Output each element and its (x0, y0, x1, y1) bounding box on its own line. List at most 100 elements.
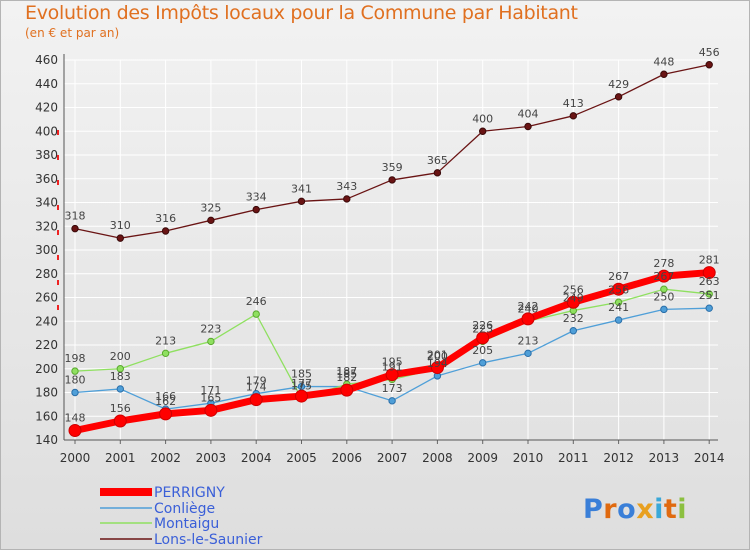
data-point-conli-ge (71, 388, 79, 397)
x-tick-label: 2009 (467, 451, 498, 465)
x-tick-label: 2008 (422, 451, 453, 465)
data-label-conli-ge: 213 (518, 334, 539, 347)
y-tick-label: 380 (35, 148, 58, 162)
proxiti-logo: Proxiti (583, 494, 687, 525)
data-point-perrigny (657, 269, 671, 283)
data-label-lons-le-saunier: 316 (155, 212, 176, 225)
data-point-conli-ge (116, 385, 125, 393)
data-label-montaigu: 200 (427, 350, 448, 363)
data-label-lons-le-saunier: 404 (518, 108, 539, 121)
data-point-montaigu (660, 285, 668, 293)
data-label-lons-le-saunier: 318 (65, 210, 86, 223)
x-tick-label: 2013 (649, 451, 680, 465)
data-point-lons-le-saunier (524, 122, 532, 131)
data-label-lons-le-saunier: 343 (336, 180, 357, 193)
data-point-lons-le-saunier (705, 61, 713, 69)
data-point-perrigny (340, 383, 354, 397)
chart-title: Evolution des Impôts locaux pour la Comm… (25, 2, 578, 24)
data-label-perrigny: 256 (563, 283, 584, 296)
data-point-montaigu (116, 365, 125, 373)
data-label-lons-le-saunier: 456 (699, 46, 720, 59)
data-label-montaigu: 256 (608, 283, 629, 296)
y-tick-label: 280 (35, 267, 58, 281)
x-tick-label: 2014 (694, 451, 725, 465)
data-label-lons-le-saunier: 359 (382, 161, 403, 174)
data-point-lons-le-saunier (660, 70, 668, 78)
x-tick-label: 2012 (603, 451, 634, 465)
data-label-conli-ge: 173 (382, 382, 403, 395)
data-label-conli-ge: 185 (336, 368, 357, 381)
data-point-lons-le-saunier (116, 234, 125, 242)
data-label-conli-ge: 232 (563, 312, 584, 325)
data-point-perrigny (702, 266, 716, 280)
data-point-lons-le-saunier (207, 216, 215, 225)
data-label-conli-ge: 251 (699, 289, 720, 302)
x-tick-label: 2002 (150, 451, 181, 465)
data-label-conli-ge: 180 (65, 374, 86, 387)
data-point-conli-ge (660, 305, 668, 314)
data-label-montaigu: 263 (699, 275, 720, 288)
data-point-lons-le-saunier (569, 112, 577, 120)
y-tick-label: 160 (35, 409, 58, 423)
y-tick-label: 420 (35, 101, 58, 115)
data-point-perrigny (430, 361, 444, 375)
data-point-perrigny (159, 407, 173, 421)
data-label-conli-ge: 250 (653, 290, 674, 303)
data-point-perrigny (521, 312, 535, 326)
x-tick-label: 2011 (558, 451, 589, 465)
data-labels: 318 310 316 325 334 341 343 359 365 400 404 413 429 4… (65, 46, 720, 425)
data-label-montaigu: 200 (110, 350, 131, 363)
data-point-conli-ge (705, 304, 713, 312)
data-label-conli-ge: 166 (155, 390, 176, 403)
axes: 140 160 180 200 220 240 260 280 300 320 340 360 380 4… (35, 53, 724, 465)
data-label-lons-le-saunier: 325 (200, 201, 221, 214)
data-label-lons-le-saunier: 413 (563, 97, 584, 110)
data-label-perrigny: 165 (200, 391, 221, 404)
data-point-perrigny (385, 368, 399, 382)
y-tick-label: 440 (35, 77, 58, 91)
x-tick-label: 2006 (332, 451, 363, 465)
x-tick-label: 2007 (377, 451, 408, 465)
data-label-perrigny: 156 (110, 402, 131, 415)
y-tick-label: 400 (35, 124, 58, 138)
y-tick-label: 220 (35, 338, 58, 352)
data-point-perrigny (566, 295, 580, 309)
data-label-perrigny: 195 (382, 356, 403, 369)
y-tick-label: 200 (35, 362, 58, 376)
data-point-perrigny (612, 282, 626, 296)
data-point-perrigny (204, 403, 218, 417)
data-point-perrigny (476, 331, 490, 345)
x-tick-label: 2003 (196, 451, 227, 465)
data-label-montaigu: 267 (653, 270, 674, 283)
data-label-conli-ge: 185 (291, 368, 312, 381)
y-tick-label: 300 (35, 243, 58, 257)
data-label-perrigny: 162 (155, 395, 176, 408)
y-tick-label: 240 (35, 314, 58, 328)
data-point-montaigu (614, 298, 623, 306)
x-tick-label: 2005 (286, 451, 317, 465)
data-point-conli-ge (524, 349, 532, 358)
data-label-lons-le-saunier: 310 (110, 219, 131, 232)
data-point-lons-le-saunier (343, 195, 351, 203)
data-point-lons-le-saunier (433, 169, 442, 177)
data-point-perrigny (249, 393, 263, 407)
x-tick-label: 2000 (60, 451, 91, 465)
data-label-perrigny: 177 (291, 377, 312, 390)
series-group (68, 61, 716, 437)
data-point-perrigny (295, 389, 308, 403)
data-label-montaigu: 223 (472, 322, 493, 335)
data-label-perrigny: 226 (472, 319, 493, 332)
data-label-perrigny: 242 (518, 300, 539, 313)
y-tick-label: 320 (35, 219, 58, 233)
y-tick-label: 140 (35, 433, 58, 447)
legend-label-montaigu: Montaigu (154, 516, 219, 532)
data-label-montaigu: 223 (200, 322, 221, 335)
data-point-perrigny (68, 424, 82, 437)
data-label-lons-le-saunier: 429 (608, 78, 629, 91)
data-label-lons-le-saunier: 365 (427, 154, 448, 167)
data-label-perrigny: 174 (246, 381, 267, 394)
x-tick-label: 2010 (513, 451, 544, 465)
data-label-lons-le-saunier: 334 (246, 191, 267, 204)
data-point-montaigu (71, 367, 79, 375)
data-label-conli-ge: 194 (427, 357, 448, 370)
